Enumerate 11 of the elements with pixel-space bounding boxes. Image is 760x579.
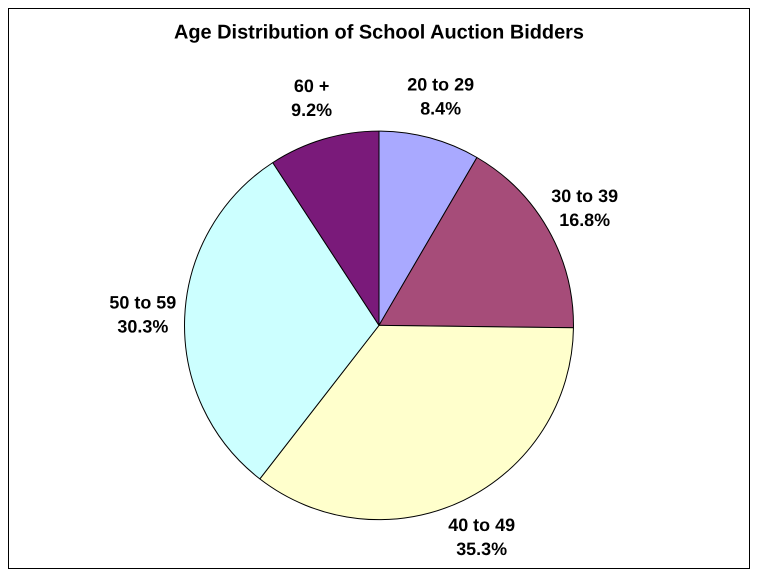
slice-label: 60 + (294, 76, 330, 96)
data-label: 35.3% (456, 539, 508, 559)
chart-title: Age Distribution of School Auction Bidders (174, 21, 584, 44)
data-label: 8.4% (420, 98, 462, 118)
slice-label: 50 to 59 (109, 292, 176, 313)
data-label: 30.3% (117, 316, 168, 337)
slice-label: 20 to 29 (407, 74, 474, 94)
data-label: 16.8% (559, 210, 610, 230)
slice-label: 40 to 49 (448, 515, 516, 536)
slice-label: 30 to 39 (551, 186, 618, 206)
data-label: 9.2% (291, 100, 332, 120)
